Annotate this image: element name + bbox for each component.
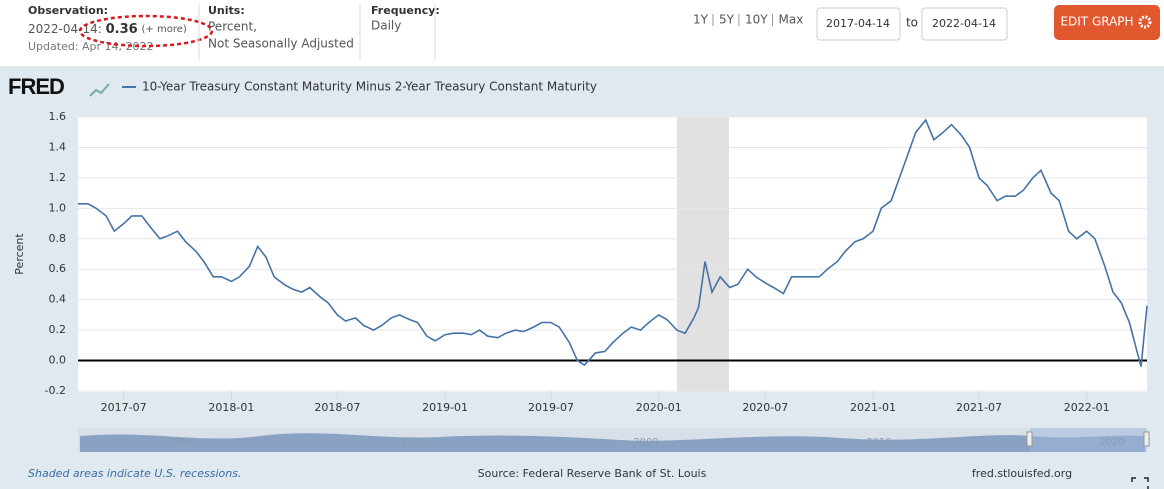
series-line [78, 118, 1148, 367]
x-tick-label: 2020-01 [636, 401, 682, 414]
freq-label: Frequency: [371, 4, 440, 17]
range-button[interactable]: 10Y [745, 13, 768, 27]
x-tick-label: 2021-07 [956, 401, 1002, 414]
y-tick-label: -0.2 [45, 384, 66, 397]
navigator-area [80, 433, 1145, 452]
recession-shade [676, 117, 730, 392]
y-tick-label: 1.4 [49, 140, 67, 153]
obs-date: 2022-04-14: [28, 22, 102, 36]
gear-icon[interactable] [1138, 15, 1152, 29]
x-tick-label: 2019-07 [528, 401, 574, 414]
logo-icon [89, 83, 110, 97]
y-tick-label: 0.0 [49, 354, 67, 367]
y-tick-label: 1.2 [49, 171, 67, 184]
range-button[interactable]: 5Y [719, 13, 735, 27]
obs-label: Observation: [28, 4, 108, 17]
x-tick-label: 2019-01 [422, 401, 468, 414]
start-date[interactable]: 2017-04-14 [826, 17, 890, 30]
y-tick-label: 0.6 [49, 262, 67, 275]
navigator-handle[interactable] [1143, 431, 1150, 447]
range-button[interactable]: Max [779, 13, 804, 27]
end-date[interactable]: 2022-04-14 [932, 17, 996, 30]
navigator-label: 2000 [633, 437, 658, 448]
units: Not Seasonally Adjusted [208, 37, 354, 51]
to-label: to [906, 16, 918, 30]
obs-value: 0.36 [106, 22, 138, 37]
y-tick-label: 0.8 [49, 232, 67, 245]
logo: FRED [8, 74, 64, 99]
updated: Updated: Apr 14, 2022 [28, 40, 154, 53]
navigator-label: 1990 [400, 437, 425, 448]
edit-label[interactable]: EDIT GRAPH [1060, 15, 1133, 29]
obs-line: 2022-04-14: 0.36 (+ more) [28, 22, 187, 37]
navigator-labels: 1980 1990 2000 2010 2020 [167, 437, 1124, 448]
frequency: Daily [371, 19, 401, 33]
footer-note: Shaded areas indicate U.S. recessions. [28, 467, 241, 480]
end-input[interactable] [921, 7, 1008, 41]
footer-source: Source: Federal Reserve Bank of St. Loui… [478, 467, 707, 480]
edit-button[interactable] [1054, 5, 1160, 40]
y-tick-label: 1.6 [49, 110, 67, 123]
navigator-label: 1980 [167, 437, 192, 448]
navigator-handle[interactable] [1026, 431, 1033, 447]
x-tick-label: 2021-01 [850, 401, 896, 414]
footer-site: fred.stlouisfed.org [972, 467, 1072, 480]
y-tick-label: 0.2 [49, 323, 67, 336]
units: Percent, [208, 20, 257, 34]
legend-label: 10-Year Treasury Constant Maturity Minus… [142, 80, 597, 94]
navigator-label: 2010 [866, 437, 891, 448]
range-button[interactable]: 1Y [693, 13, 709, 27]
y-tick-label: 0.4 [49, 293, 67, 306]
x-tick-label: 2018-07 [314, 401, 360, 414]
navigator-label: 2020 [1099, 437, 1124, 448]
navigator-window[interactable] [1030, 428, 1147, 452]
y-tick-label: 1.0 [49, 201, 67, 214]
x-tick-label: 2018-01 [208, 401, 254, 414]
range-buttons: 1Y 5Y 10Y Max [693, 13, 803, 27]
x-tick-label: 2020-07 [742, 401, 788, 414]
annotation-circle [78, 14, 214, 48]
y-axis-label: Percent [13, 233, 26, 275]
plot-area [78, 117, 1147, 392]
x-tick-label: 2022-01 [1064, 401, 1110, 414]
more-link[interactable]: (+ more) [142, 24, 187, 35]
plot: -0.2 0.0 0.2 0.4 0.6 0.8 1.0 1.2 1.4 1.6 2017-07 20… [45, 110, 1148, 414]
units-label: Units: [208, 4, 245, 17]
start-input[interactable] [816, 7, 901, 41]
x-tick-label: 2017-07 [101, 401, 147, 414]
fullscreen-icon[interactable] [1131, 477, 1149, 489]
